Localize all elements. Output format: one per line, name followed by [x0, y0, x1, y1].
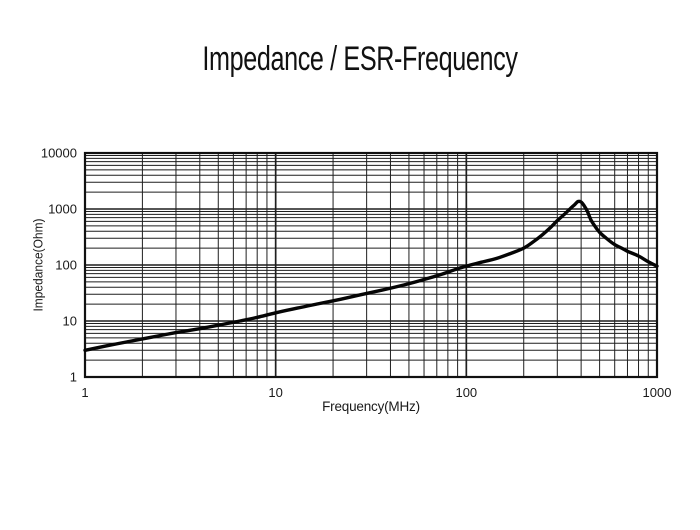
y-tick-label: 100 [55, 258, 77, 273]
y-tick-label: 10000 [41, 146, 77, 161]
x-tick-label: 100 [455, 385, 477, 400]
x-tick-label: 1000 [643, 385, 672, 400]
y-tick-label: 1 [70, 370, 77, 385]
impedance-curve [83, 199, 659, 352]
y-tick-label: 10 [63, 314, 77, 329]
x-tick-label: 1 [81, 385, 88, 400]
x-tick-label: 10 [268, 385, 282, 400]
x-axis-title: Frequency(MHz) [322, 399, 420, 414]
chart-title: Impedance / ESR-Frequency [202, 40, 518, 78]
y-tick-label: 1000 [48, 202, 77, 217]
